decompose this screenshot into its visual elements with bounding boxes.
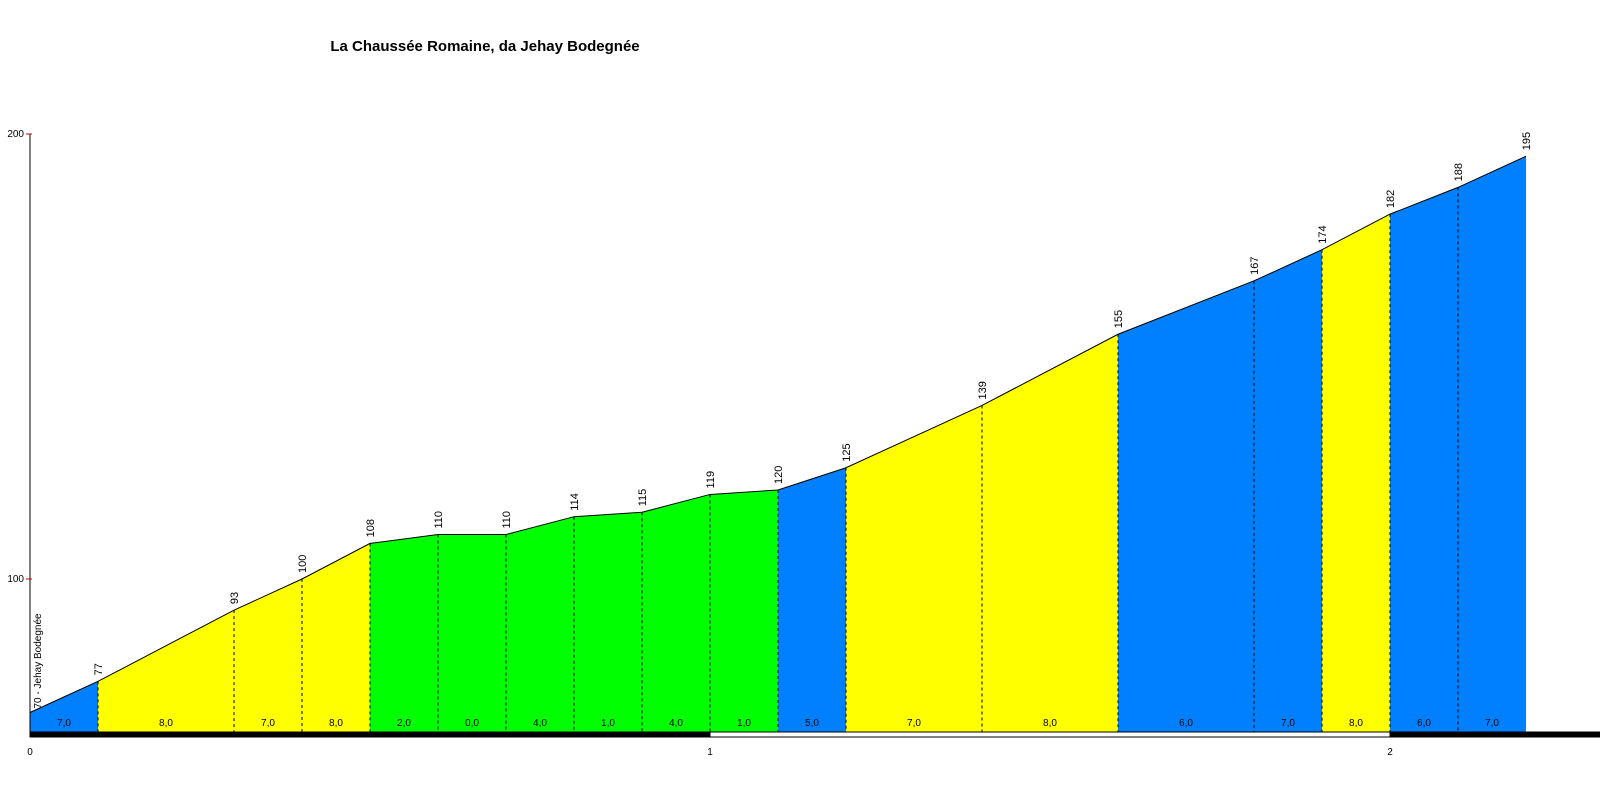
profile-segment <box>302 543 370 732</box>
x-tick-label: 0 <box>27 747 33 758</box>
gradient-label: 8,0 <box>1349 718 1363 729</box>
y-tick-label: 200 <box>7 129 24 140</box>
profile-line <box>29 155 1527 713</box>
elevation-label: 188 <box>1453 163 1465 181</box>
profile-segment <box>778 467 846 732</box>
profile-segment <box>642 494 710 732</box>
gradient-label: 7,0 <box>261 718 275 729</box>
gradient-label: 8,0 <box>159 718 173 729</box>
gradient-label: 8,0 <box>1043 718 1057 729</box>
gradient-label: 7,0 <box>1281 718 1295 729</box>
elevation-label: 93 <box>229 592 241 604</box>
profile-segment <box>1390 187 1458 732</box>
profile-segment <box>30 681 98 732</box>
elevation-label: 110 <box>501 511 513 529</box>
gradient-label: 1,0 <box>601 718 615 729</box>
profile-segment <box>370 534 438 732</box>
elevation-label: 119 <box>705 471 717 489</box>
profile-segment <box>234 579 302 732</box>
elevation-label: 155 <box>1113 310 1125 328</box>
x-tick-label: 1 <box>707 747 713 758</box>
elevation-label: 100 <box>297 555 309 573</box>
gradient-label: 4,0 <box>669 718 683 729</box>
gradient-label: 1,0 <box>737 718 751 729</box>
elevation-label: 114 <box>569 493 581 511</box>
profile-segment <box>1322 214 1390 733</box>
gradient-label: 5,0 <box>805 718 819 729</box>
chart-title: La Chaussée Romaine, da Jehay Bodegnée <box>330 38 640 55</box>
km-scale-bar <box>1389 731 1600 738</box>
start-label: 70 - Jehay Bodegnée <box>33 613 44 709</box>
elevation-label: 139 <box>977 381 989 399</box>
gradient-label: 0,0 <box>465 718 479 729</box>
elevation-label: 108 <box>365 519 377 537</box>
gradient-label: 7,0 <box>57 718 71 729</box>
profile-segment <box>438 534 506 732</box>
km-scale-bar <box>709 731 1391 738</box>
profile-segment <box>1254 249 1322 732</box>
profile-segment <box>846 405 982 732</box>
elevation-label: 120 <box>773 466 785 484</box>
profile-segment <box>982 334 1118 732</box>
y-tick-label: 100 <box>7 574 24 585</box>
profile-segment <box>710 490 778 732</box>
profile-segment <box>1118 280 1254 732</box>
profile-segment <box>574 512 642 732</box>
elevation-label: 115 <box>637 489 649 507</box>
elevation-label: 195 <box>1521 132 1533 150</box>
km-scale-bar <box>29 731 711 738</box>
gradient-label: 6,0 <box>1179 718 1193 729</box>
gradient-label: 4,0 <box>533 718 547 729</box>
gradient-label: 2,0 <box>397 718 411 729</box>
profile-segment <box>1458 156 1526 732</box>
gradient-label: 8,0 <box>329 718 343 729</box>
elevation-label: 167 <box>1249 256 1261 274</box>
elevation-label: 174 <box>1317 225 1329 243</box>
x-tick-label: 2 <box>1387 747 1393 758</box>
elevation-label: 77 <box>93 663 105 675</box>
elevation-label: 182 <box>1385 190 1397 208</box>
gradient-label: 6,0 <box>1417 718 1431 729</box>
gradient-label: 7,0 <box>1485 718 1499 729</box>
gradient-label: 7,0 <box>907 718 921 729</box>
profile-segment <box>506 516 574 732</box>
elevation-label: 110 <box>433 511 445 529</box>
profile-segment <box>98 610 234 732</box>
elevation-label: 125 <box>841 443 853 461</box>
